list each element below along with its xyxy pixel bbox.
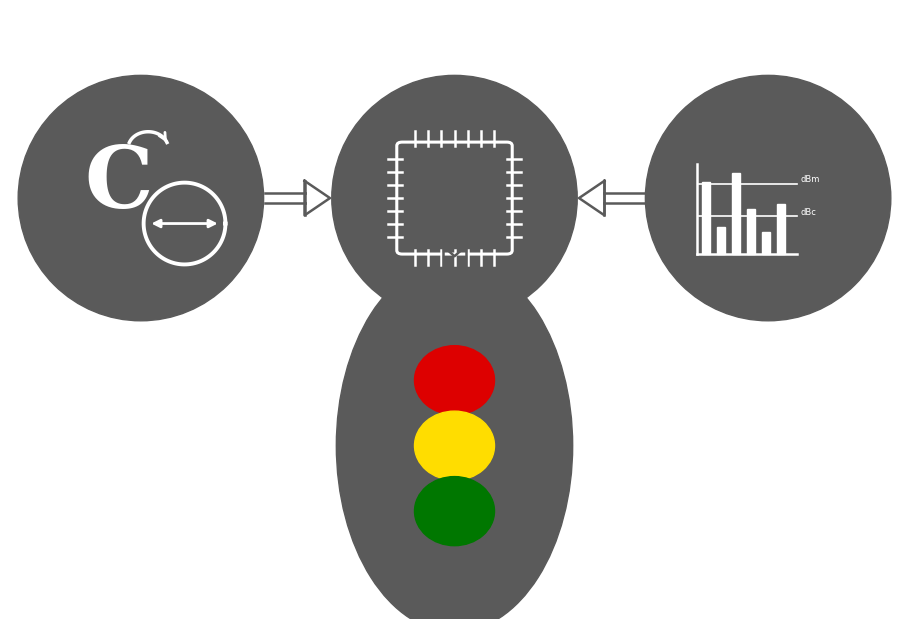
Text: dBm: dBm <box>801 175 820 184</box>
Text: C: C <box>84 142 153 227</box>
Ellipse shape <box>645 76 891 321</box>
Bar <box>776 204 785 254</box>
Text: dBc: dBc <box>801 208 816 217</box>
Ellipse shape <box>415 477 494 546</box>
Ellipse shape <box>18 76 264 321</box>
Bar <box>747 209 755 254</box>
Bar <box>762 232 770 254</box>
Ellipse shape <box>415 345 494 415</box>
Ellipse shape <box>336 259 573 619</box>
Ellipse shape <box>332 76 577 321</box>
FancyBboxPatch shape <box>396 142 513 254</box>
Bar <box>716 227 725 254</box>
Bar <box>702 182 710 254</box>
Ellipse shape <box>415 411 494 480</box>
Bar <box>732 173 740 254</box>
